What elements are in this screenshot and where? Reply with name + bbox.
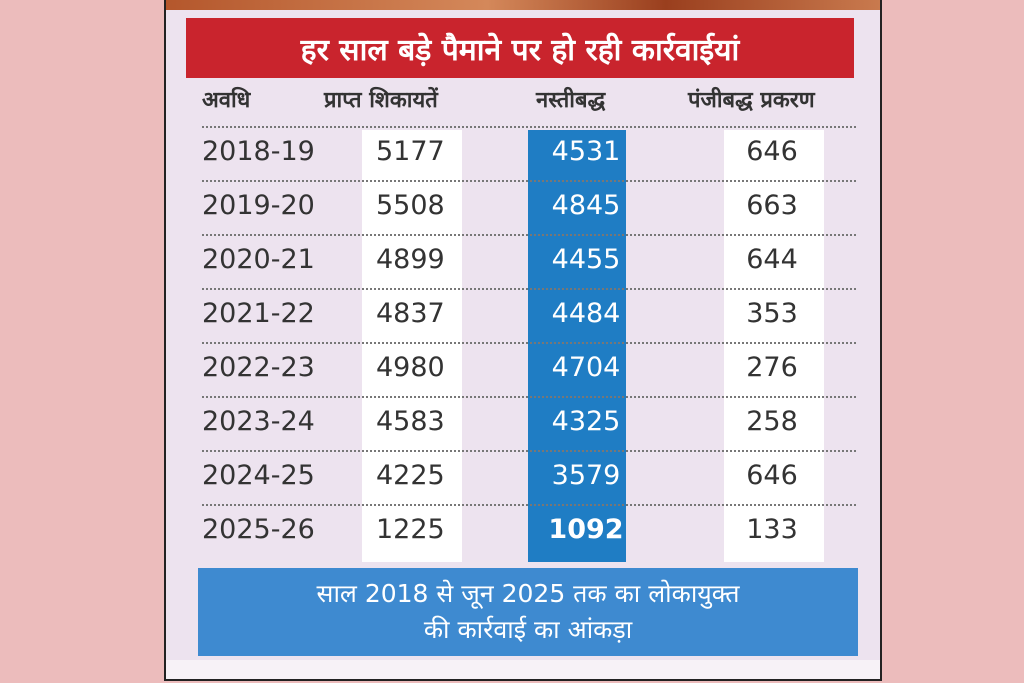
header-filed: नस्तीबद्ध bbox=[536, 88, 606, 113]
cell-received: 5508 bbox=[376, 190, 445, 221]
cell-filed: 4325 bbox=[551, 406, 621, 437]
cell-received: 4980 bbox=[376, 352, 445, 383]
cell-received: 4225 bbox=[376, 460, 445, 491]
header-period: अवधि bbox=[202, 88, 251, 113]
cell-registered: 663 bbox=[746, 190, 798, 221]
cell-registered: 644 bbox=[746, 244, 798, 275]
cell-filed: 4531 bbox=[551, 136, 621, 167]
page-title: हर साल बड़े पैमाने पर हो रही कार्रवाईयां bbox=[300, 32, 740, 68]
cell-period: 2023-24 bbox=[202, 406, 315, 437]
cell-period: 2019-20 bbox=[202, 190, 315, 221]
table-row: 2019-20 5508 4845 663 bbox=[202, 180, 856, 236]
received-column-bg bbox=[362, 130, 462, 562]
cell-filed: 4845 bbox=[551, 190, 621, 221]
table-row: 2024-25 4225 3579 646 bbox=[202, 450, 856, 506]
table-row: 2021-22 4837 4484 353 bbox=[202, 288, 856, 344]
cell-period: 2020-21 bbox=[202, 244, 315, 275]
table-header: अवधि प्राप्त शिकायतें नस्तीबद्ध पंजीबद्ध… bbox=[166, 84, 880, 126]
cell-filed: 3579 bbox=[551, 460, 621, 491]
cell-filed: 1092 bbox=[548, 514, 624, 545]
cell-registered: 276 bbox=[746, 352, 798, 383]
filed-column-highlight bbox=[528, 130, 626, 562]
cell-received: 4837 bbox=[376, 298, 445, 329]
bottom-strip bbox=[166, 660, 880, 679]
cell-filed: 4704 bbox=[551, 352, 621, 383]
table-row: 2025-26 1225 1092 133 bbox=[202, 504, 856, 560]
cell-registered: 133 bbox=[746, 514, 798, 545]
footer-line-1: साल 2018 से जून 2025 तक का लोकायुक्त bbox=[316, 579, 740, 608]
cell-period: 2022-23 bbox=[202, 352, 315, 383]
cell-filed: 4455 bbox=[551, 244, 621, 275]
cell-period: 2024-25 bbox=[202, 460, 315, 491]
cell-period: 2021-22 bbox=[202, 298, 315, 329]
cell-registered: 646 bbox=[746, 136, 798, 167]
cell-period: 2025-26 bbox=[202, 514, 315, 545]
cell-registered: 258 bbox=[746, 406, 798, 437]
footer-caption: साल 2018 से जून 2025 तक का लोकायुक्त की … bbox=[198, 568, 858, 656]
title-banner: हर साल बड़े पैमाने पर हो रही कार्रवाईयां bbox=[186, 18, 854, 78]
photo-strip bbox=[166, 0, 880, 10]
header-received: प्राप्त शिकायतें bbox=[324, 88, 438, 113]
cell-period: 2018-19 bbox=[202, 136, 315, 167]
cell-received: 4583 bbox=[376, 406, 445, 437]
table-row: 2018-19 5177 4531 646 bbox=[202, 126, 856, 182]
cell-filed: 4484 bbox=[551, 298, 621, 329]
header-registered: पंजीबद्ध प्रकरण bbox=[688, 88, 815, 113]
table-row: 2023-24 4583 4325 258 bbox=[202, 396, 856, 452]
registered-column-bg bbox=[724, 130, 824, 562]
cell-received: 1225 bbox=[376, 514, 445, 545]
cell-registered: 646 bbox=[746, 460, 798, 491]
table-row: 2022-23 4980 4704 276 bbox=[202, 342, 856, 398]
table-row: 2020-21 4899 4455 644 bbox=[202, 234, 856, 290]
cell-received: 4899 bbox=[376, 244, 445, 275]
footer-line-2: की कार्रवाई का आंकड़ा bbox=[423, 615, 633, 644]
cell-registered: 353 bbox=[746, 298, 798, 329]
cell-received: 5177 bbox=[376, 136, 445, 167]
infographic-card: हर साल बड़े पैमाने पर हो रही कार्रवाईयां… bbox=[164, 0, 882, 681]
